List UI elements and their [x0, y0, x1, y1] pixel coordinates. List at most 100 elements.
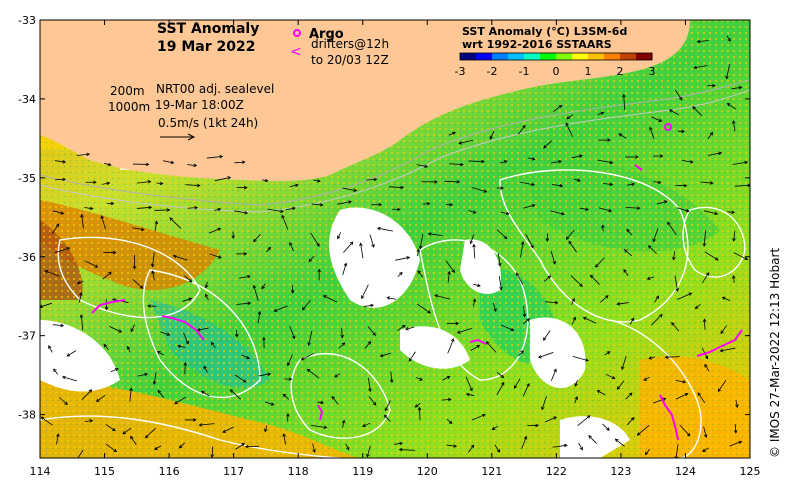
current-arrow — [514, 378, 521, 389]
current-arrow — [720, 325, 728, 334]
current-arrow-head — [126, 345, 131, 350]
current-arrow-head — [586, 415, 591, 419]
current-arrow — [615, 438, 625, 447]
current-arrow-head — [558, 159, 562, 164]
current-arrow — [492, 302, 497, 312]
current-arrow — [428, 233, 443, 237]
current-arrow — [517, 125, 526, 135]
current-arrow — [397, 325, 406, 331]
colorbar — [459, 52, 653, 61]
current-arrow — [597, 159, 613, 164]
current-arrow-head — [733, 430, 738, 434]
current-arrow — [527, 157, 535, 160]
current-arrow — [343, 241, 354, 253]
sea-level-contour — [57, 236, 201, 319]
isobath-1000m — [40, 89, 750, 213]
current-arrow-head — [558, 104, 563, 109]
current-arrow — [384, 400, 391, 411]
current-arrow-head — [282, 393, 287, 398]
current-arrow — [56, 433, 59, 445]
current-arrow — [338, 342, 345, 349]
current-arrow-head — [257, 310, 262, 315]
current-arrow-head — [331, 395, 335, 400]
current-arrow — [468, 160, 485, 163]
colorbar-segment — [524, 53, 541, 60]
current-arrow-head — [417, 406, 422, 411]
current-arrow-head — [341, 342, 346, 346]
colorbar-frame — [459, 52, 653, 61]
current-arrow — [570, 275, 583, 287]
cloud-gap — [560, 416, 630, 458]
current-arrow-head — [100, 215, 105, 219]
current-arrow — [653, 398, 666, 404]
current-arrow — [441, 399, 451, 401]
current-arrow — [717, 380, 727, 392]
current-arrow-head — [456, 180, 461, 184]
current-arrow-head — [112, 427, 116, 432]
current-arrow-head — [636, 432, 641, 436]
current-arrow-head — [307, 342, 311, 347]
current-arrow — [102, 182, 110, 185]
current-arrow — [197, 327, 209, 331]
current-arrow — [468, 210, 476, 214]
current-arrow-head — [294, 183, 299, 188]
current-arrow — [199, 423, 215, 426]
current-arrow — [184, 275, 192, 283]
drifters-legend-line2: to 20/03 12Z — [311, 53, 389, 67]
current-arrow-head — [465, 392, 470, 397]
current-arrow — [109, 326, 122, 333]
current-arrow-head — [732, 120, 736, 124]
current-arrow — [578, 442, 583, 450]
argo-float-marker — [664, 123, 672, 131]
current-arrow — [78, 292, 82, 303]
current-arrow — [154, 445, 162, 450]
current-arrow-head — [343, 262, 348, 267]
current-arrow — [44, 270, 60, 277]
current-arrow — [84, 207, 93, 210]
current-arrow-head — [93, 180, 97, 185]
current-arrow-head — [503, 235, 508, 240]
current-arrow — [287, 354, 293, 366]
current-arrow — [707, 152, 722, 156]
current-arrow — [704, 251, 719, 261]
current-arrow — [665, 356, 680, 358]
current-arrow-head — [62, 160, 67, 164]
current-arrow — [442, 376, 450, 381]
current-arrow-head — [682, 380, 687, 384]
current-arrow — [253, 233, 261, 242]
current-arrow-head — [89, 419, 94, 423]
current-arrow-head — [64, 401, 68, 406]
current-arrow-head — [501, 381, 505, 386]
current-arrow-head — [582, 316, 587, 321]
current-arrow-head — [267, 372, 272, 377]
current-arrow — [626, 417, 635, 426]
current-arrow — [84, 420, 93, 423]
current-arrow-head — [402, 324, 406, 329]
current-arrow-head — [631, 182, 636, 187]
current-arrow-head — [553, 416, 557, 420]
current-arrow-head — [566, 115, 570, 120]
current-arrow-head — [280, 209, 284, 214]
y-tick-label: -37 — [18, 330, 36, 343]
current-arrow — [157, 351, 164, 356]
current-arrow — [577, 415, 591, 426]
current-arrow — [500, 324, 514, 331]
current-arrow-head — [60, 211, 65, 215]
y-tick-label: -34 — [18, 93, 36, 106]
current-arrow — [366, 178, 377, 181]
current-arrow-head — [434, 294, 439, 298]
current-arrow — [734, 184, 750, 187]
current-arrow-head — [56, 433, 60, 437]
current-arrow — [369, 234, 375, 248]
current-arrow-head — [94, 264, 99, 268]
current-arrow — [367, 326, 376, 336]
current-arrow — [574, 396, 578, 404]
current-arrow-head — [576, 178, 581, 182]
current-arrow-head — [681, 129, 686, 134]
current-arrow — [301, 353, 314, 361]
current-arrow-head — [643, 377, 648, 381]
current-arrow-head — [362, 423, 366, 428]
colorbar-segment — [508, 53, 525, 60]
current-arrow-head — [144, 434, 149, 439]
current-arrow — [266, 247, 271, 253]
